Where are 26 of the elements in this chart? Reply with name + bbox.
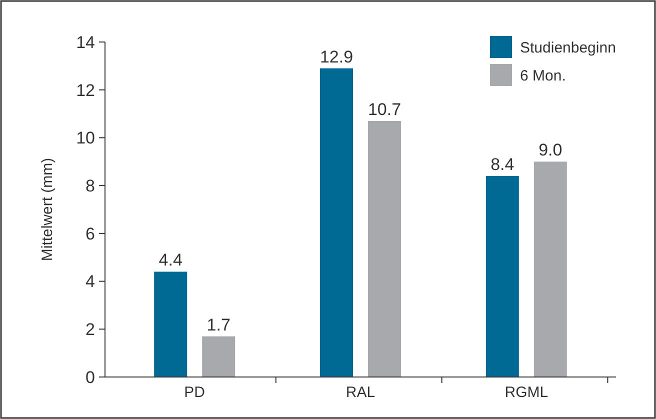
y-tick-label: 2	[86, 320, 95, 340]
y-tick-label: 8	[86, 176, 95, 196]
legend-label: Studienbeginn	[520, 39, 616, 56]
y-tick-label: 14	[76, 32, 95, 52]
bar	[534, 162, 567, 377]
data-label: 8.4	[490, 155, 514, 174]
data-label: 1.7	[206, 315, 230, 334]
bar	[486, 176, 519, 377]
data-label: 4.4	[158, 250, 182, 270]
x-tick-label: RAL	[346, 384, 376, 401]
bar	[368, 120, 401, 377]
legend-label: 6 Mon.	[520, 67, 566, 84]
bar	[154, 272, 188, 377]
y-tick-label: 6	[86, 224, 95, 244]
data-label: 10.7	[368, 100, 402, 119]
y-tick-label: 12	[76, 80, 95, 100]
y-axis-title: Mittelwert (mm)	[39, 158, 56, 262]
bar	[202, 336, 236, 377]
data-label: 12.9	[320, 47, 354, 66]
y-tick-label: 0	[86, 368, 95, 387]
data-label: 9.0	[538, 140, 562, 160]
x-tick-label: RGML	[504, 384, 548, 401]
bar	[320, 68, 353, 377]
y-tick-label: 10	[76, 128, 95, 148]
x-tick-label: PD	[184, 384, 206, 401]
y-tick-label: 4	[86, 272, 95, 292]
